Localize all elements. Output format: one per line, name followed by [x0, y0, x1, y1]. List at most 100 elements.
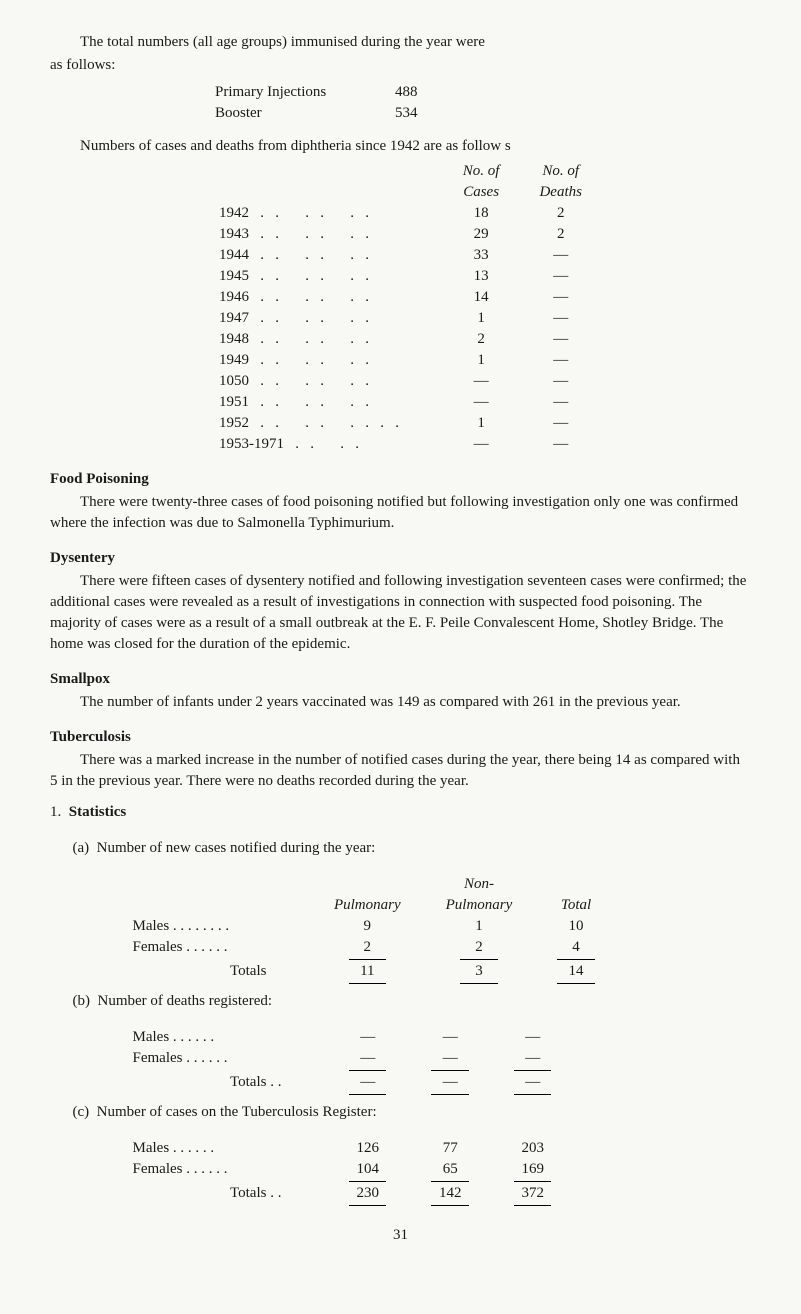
intro-para-1b: as follows: [50, 55, 751, 76]
b-males-label: Males . . . . . . [110, 1027, 326, 1048]
diph-cases-5: 1 [443, 308, 520, 329]
a-col2b: Pulmonary [423, 895, 535, 916]
stats-b-table: Males . . . . . . — — — Females . . . . … [110, 1027, 574, 1096]
b-males-v2: — [409, 1027, 492, 1048]
diph-year-1: 1943 . . . . . . [199, 224, 443, 245]
diph-deaths-10: — [519, 413, 602, 434]
diph-h1a: No. of [443, 161, 520, 182]
diph-year-3: 1945 . . . . . . [199, 266, 443, 287]
stats-c-label: Number of cases on the Tuberculosis Regi… [97, 1104, 377, 1120]
intro-para-1a: The total numbers (all age groups) immun… [50, 32, 751, 53]
diph-cases-2: 33 [443, 245, 520, 266]
diph-year-8: 1050 . . . . . . [199, 371, 443, 392]
c-females-v1: 104 [326, 1159, 409, 1180]
diph-h2b: Deaths [519, 182, 602, 203]
stats-c-line: (c) Number of cases on the Tuberculosis … [73, 1102, 752, 1123]
a-males-label: Males . . . . . . . . [110, 916, 311, 937]
food-body: There were twenty-three cases of food po… [50, 492, 751, 534]
c-totals-label: Totals . . [110, 1183, 326, 1204]
c-males-v1: 126 [326, 1138, 409, 1159]
diph-year-9: 1951 . . . . . . [199, 392, 443, 413]
smallpox-heading: Smallpox [50, 669, 751, 690]
diph-h1b: Cases [443, 182, 520, 203]
diph-deaths-8: — [519, 371, 602, 392]
diph-deaths-6: — [519, 329, 602, 350]
diph-year-10: 1952 . . . . . . . . [199, 413, 443, 434]
stats-b-letter: (b) [73, 993, 91, 1009]
diph-year-6: 1948 . . . . . . [199, 329, 443, 350]
diph-year-7: 1949 . . . . . . [199, 350, 443, 371]
c-totals-v2: 142 [409, 1183, 492, 1204]
diph-deaths-0: 2 [519, 203, 602, 224]
diph-h2a: No. of [519, 161, 602, 182]
injection-label-0: Primary Injections [215, 82, 395, 103]
a-col1: Pulmonary [311, 895, 423, 916]
a-males-v1: 9 [311, 916, 423, 937]
diph-cases-9: — [443, 392, 520, 413]
c-females-label: Females . . . . . . [110, 1159, 326, 1180]
dysentery-heading: Dysentery [50, 548, 751, 569]
stats-title: Statistics [69, 804, 127, 820]
food-heading: Food Poisoning [50, 469, 751, 490]
diph-cases-6: 2 [443, 329, 520, 350]
c-females-v2: 65 [409, 1159, 492, 1180]
diph-year-0: 1942 . . . . . . [199, 203, 443, 224]
diph-year-4: 1946 . . . . . . [199, 287, 443, 308]
diph-year-5: 1947 . . . . . . [199, 308, 443, 329]
a-totals-v3: 14 [535, 961, 618, 982]
a-females-label: Females . . . . . . [110, 937, 311, 958]
c-totals-v3: 372 [491, 1183, 574, 1204]
stats-c-table: Males . . . . . . 126 77 203 Females . .… [110, 1138, 574, 1207]
dysentery-body: There were fifteen cases of dysentery no… [50, 571, 751, 655]
a-col2t: Non- [423, 874, 535, 895]
diph-cases-10: 1 [443, 413, 520, 434]
b-females-v3: — [491, 1048, 574, 1069]
diph-deaths-11: — [519, 434, 602, 455]
stats-b-line: (b) Number of deaths registered: [73, 991, 752, 1012]
b-females-v2: — [409, 1048, 492, 1069]
tb-heading: Tuberculosis [50, 727, 751, 748]
stats-a-table: Non- Pulmonary Pulmonary Total Males . .… [110, 874, 617, 985]
page-number: 31 [50, 1225, 751, 1246]
b-females-v1: — [326, 1048, 409, 1069]
stats-a-line: (a) Number of new cases notified during … [73, 838, 752, 859]
diph-deaths-9: — [519, 392, 602, 413]
diph-deaths-3: — [519, 266, 602, 287]
smallpox-body: The number of infants under 2 years vacc… [50, 692, 751, 713]
stats-c-letter: (c) [73, 1104, 90, 1120]
a-females-v3: 4 [535, 937, 618, 958]
stats-num: 1. [50, 804, 61, 820]
a-females-v2: 2 [423, 937, 535, 958]
b-females-label: Females . . . . . . [110, 1048, 326, 1069]
stats-b-label: Number of deaths registered: [98, 993, 273, 1009]
c-females-v3: 169 [491, 1159, 574, 1180]
b-totals-label: Totals . . [110, 1072, 326, 1093]
injection-label-1: Booster [215, 103, 395, 124]
diphtheria-table: No. of No. of Cases Deaths 1942 . . . . … [199, 161, 602, 455]
diph-deaths-5: — [519, 308, 602, 329]
diph-cases-0: 18 [443, 203, 520, 224]
c-males-v3: 203 [491, 1138, 574, 1159]
diph-deaths-1: 2 [519, 224, 602, 245]
diph-deaths-2: — [519, 245, 602, 266]
diph-year-11: 1953-1971 . . . . [199, 434, 443, 455]
a-males-v2: 1 [423, 916, 535, 937]
b-totals-v3: — [491, 1072, 574, 1093]
tb-body: There was a marked increase in the numbe… [50, 750, 751, 792]
b-males-v1: — [326, 1027, 409, 1048]
stats-a-label: Number of new cases notified during the … [97, 840, 376, 856]
a-totals-label: Totals [110, 961, 311, 982]
diph-cases-7: 1 [443, 350, 520, 371]
a-col3: Total [535, 895, 618, 916]
a-totals-v2: 3 [423, 961, 535, 982]
b-males-v3: — [491, 1027, 574, 1048]
diph-cases-4: 14 [443, 287, 520, 308]
diph-year-2: 1944 . . . . . . [199, 245, 443, 266]
a-males-v3: 10 [535, 916, 618, 937]
diph-cases-1: 29 [443, 224, 520, 245]
b-totals-v1: — [326, 1072, 409, 1093]
c-males-label: Males . . . . . . [110, 1138, 326, 1159]
c-totals-v1: 230 [326, 1183, 409, 1204]
diph-deaths-4: — [519, 287, 602, 308]
injection-block: Primary Injections 488 Booster 534 [215, 82, 751, 124]
